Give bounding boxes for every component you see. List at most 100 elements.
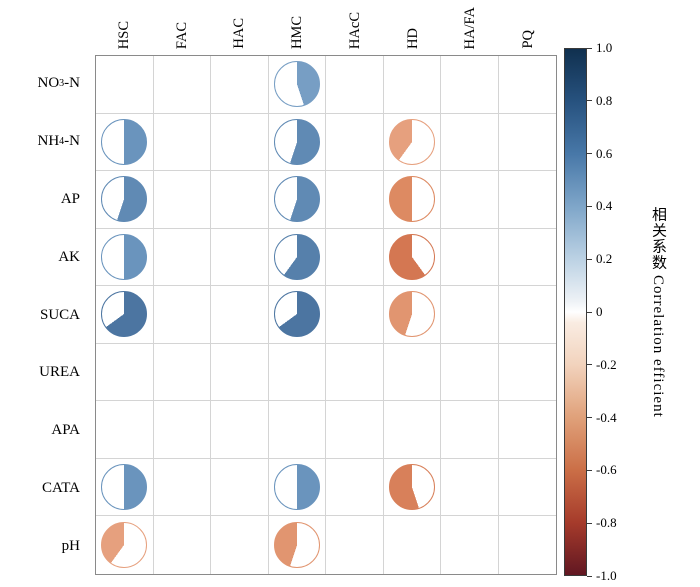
correlation-pie <box>273 176 320 223</box>
matrix-cell <box>383 228 441 287</box>
matrix-cell <box>383 343 441 402</box>
correlation-pie <box>273 233 320 280</box>
column-label: HA/FA <box>462 6 479 49</box>
matrix-cell <box>153 56 211 114</box>
column-label: HSC <box>115 20 132 49</box>
matrix-cell <box>211 458 269 517</box>
matrix-cell <box>268 286 326 344</box>
correlation-pie <box>101 464 148 511</box>
matrix-cell <box>383 458 441 517</box>
matrix-cell <box>153 401 211 459</box>
column-labels: HSC FAC HAC HMC HAcC HD HA/FA PQ <box>95 0 557 55</box>
column-label-slot: HAC <box>211 0 269 55</box>
colorbar-tick-mark <box>587 258 592 260</box>
correlation-pie <box>101 118 148 165</box>
row-label: AP <box>60 190 80 207</box>
matrix-cell <box>96 458 154 517</box>
colorbar-tick-label: 0.2 <box>596 251 613 267</box>
matrix-cell <box>153 286 211 344</box>
matrix-cell <box>383 286 441 344</box>
matrix-cell <box>268 401 326 459</box>
colorbar-tick-mark <box>587 205 592 207</box>
colorbar-tick-label: -1.0 <box>596 568 617 583</box>
matrix-cell <box>383 171 441 229</box>
matrix-cell <box>441 113 499 172</box>
matrix-cell <box>326 458 384 517</box>
matrix-cell <box>211 516 269 574</box>
correlation-pie <box>388 233 435 280</box>
matrix-cell <box>96 228 154 287</box>
matrix-cell <box>96 113 154 172</box>
matrix-cell <box>498 344 556 402</box>
matrix-cell <box>268 56 326 114</box>
colorbar-gradient <box>564 48 587 576</box>
matrix-cell <box>498 56 556 114</box>
row-label: UREA <box>39 364 80 381</box>
correlation-pie <box>101 233 148 280</box>
row-label: pH <box>61 537 80 554</box>
column-label-slot: HMC <box>268 0 326 55</box>
correlation-pie <box>273 464 320 511</box>
matrix-cell <box>268 171 326 229</box>
column-label-slot: HSC <box>95 0 153 55</box>
matrix-cell <box>211 343 269 402</box>
matrix-cell <box>384 516 441 574</box>
colorbar-tick-mark <box>587 311 592 313</box>
matrix-cell <box>441 286 499 344</box>
column-label-slot: PQ <box>499 0 557 55</box>
colorbar-tick-mark <box>587 47 592 49</box>
matrix-cell <box>498 459 556 517</box>
matrix-cell <box>153 343 211 402</box>
matrix-cell <box>383 113 441 172</box>
correlation-pie <box>101 291 148 338</box>
matrix-cell <box>96 171 154 229</box>
colorbar-tick-label: 0.4 <box>596 198 613 214</box>
correlation-pie <box>388 291 435 338</box>
matrix-cell <box>96 56 154 114</box>
correlation-pie <box>273 522 320 569</box>
colorbar-tick-mark <box>587 153 592 155</box>
correlation-pie <box>273 118 320 165</box>
matrix-cell <box>498 286 556 344</box>
colorbar-tick-mark <box>587 417 592 419</box>
matrix-cell <box>441 171 499 229</box>
column-label-slot: HD <box>384 0 442 55</box>
column-label: HD <box>404 28 421 49</box>
matrix-cell <box>499 516 557 574</box>
matrix-cell <box>441 401 499 459</box>
column-label: HMC <box>288 15 305 49</box>
matrix-cell <box>441 228 499 287</box>
matrix-cell <box>211 171 269 229</box>
correlation-pie <box>388 176 435 223</box>
matrix-cell <box>153 458 211 517</box>
colorbar-tick-label: 0.8 <box>596 92 613 108</box>
colorbar-tick-label: 0.6 <box>596 145 613 161</box>
column-label-slot: HAcC <box>326 0 384 55</box>
matrix-cell <box>383 401 441 459</box>
column-label: PQ <box>519 30 536 49</box>
colorbar-tick-label: -0.4 <box>596 409 617 425</box>
colorbar-axis-label: 相关系数 Correlation efficient <box>650 206 666 418</box>
matrix-cell <box>326 516 384 574</box>
matrix-cell <box>326 343 384 402</box>
column-label-slot: HA/FA <box>442 0 500 55</box>
row-label: SUCA <box>39 306 80 323</box>
matrix-cell <box>96 401 154 459</box>
matrix-cell <box>498 114 556 172</box>
colorbar-ticks: 1.0 0.8 0.6 0.4 0.2 0 -0.2 -0.4 -0.6 -0.8 -1.0 <box>587 40 637 583</box>
colorbar-tick-label: 1.0 <box>596 40 613 55</box>
colorbar-tick-label: 0 <box>596 304 603 319</box>
matrix-cell <box>326 113 384 172</box>
matrix-cell <box>326 56 384 114</box>
colorbar-tick-label: -0.2 <box>596 356 617 372</box>
correlation-pie <box>388 464 435 511</box>
colorbar-tick-mark <box>587 575 592 577</box>
column-label: HAC <box>231 18 248 49</box>
matrix-cell <box>268 343 326 402</box>
row-label: CATA <box>42 479 80 496</box>
matrix-cell <box>96 286 154 344</box>
matrix-cell <box>211 401 269 459</box>
matrix-cell <box>268 113 326 172</box>
matrix-cell <box>153 228 211 287</box>
